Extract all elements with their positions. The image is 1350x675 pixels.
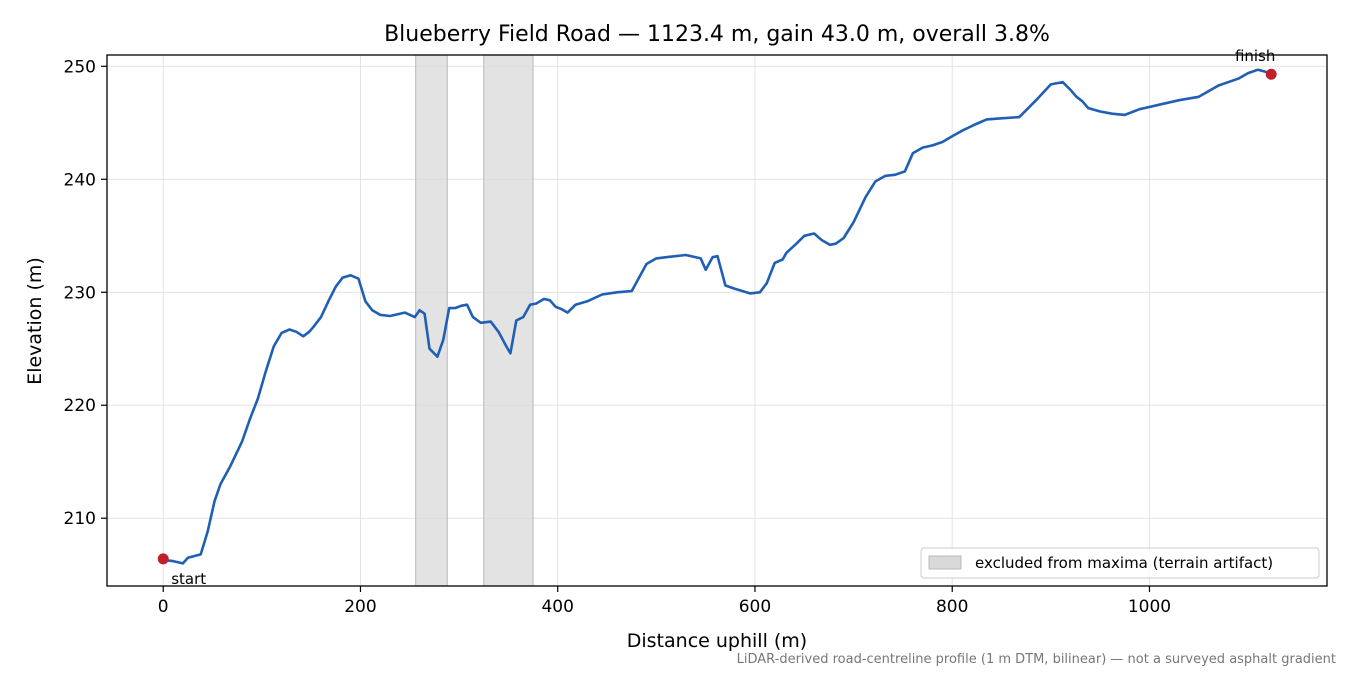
y-tick-label: 230 bbox=[64, 283, 96, 303]
y-tick-label: 210 bbox=[64, 509, 96, 529]
elevation-line bbox=[161, 68, 1273, 565]
x-tick-label: 600 bbox=[739, 597, 771, 617]
x-tick-label: 800 bbox=[936, 597, 968, 617]
x-tick-label: 1000 bbox=[1128, 597, 1171, 617]
finish-label: finish bbox=[1235, 47, 1275, 65]
start-marker bbox=[157, 553, 169, 565]
start-label: start bbox=[171, 570, 206, 588]
y-axis-label: Elevation (m) bbox=[24, 257, 46, 385]
x-tick-label: 0 bbox=[158, 597, 169, 617]
finish-marker bbox=[1265, 68, 1277, 80]
x-axis-label: Distance uphill (m) bbox=[627, 630, 807, 652]
legend-swatch bbox=[928, 555, 962, 570]
legend: excluded from maxima (terrain artifact) bbox=[920, 547, 1320, 579]
x-tick-label: 200 bbox=[344, 597, 376, 617]
y-tick-label: 250 bbox=[64, 57, 96, 77]
plot-frame bbox=[106, 54, 1328, 587]
legend-box bbox=[920, 547, 1320, 579]
x-tick-label: 400 bbox=[541, 597, 573, 617]
data-source-note: LiDAR-derived road-centreline profile (1… bbox=[736, 652, 1336, 667]
excluded-band bbox=[415, 54, 448, 587]
chart-title: Blueberry Field Road — 1123.4 m, gain 43… bbox=[384, 22, 1050, 47]
y-tick-label: 220 bbox=[64, 396, 96, 416]
excluded-band bbox=[483, 54, 534, 587]
legend-label: excluded from maxima (terrain artifact) bbox=[975, 554, 1273, 572]
y-tick-label: 240 bbox=[64, 170, 96, 190]
